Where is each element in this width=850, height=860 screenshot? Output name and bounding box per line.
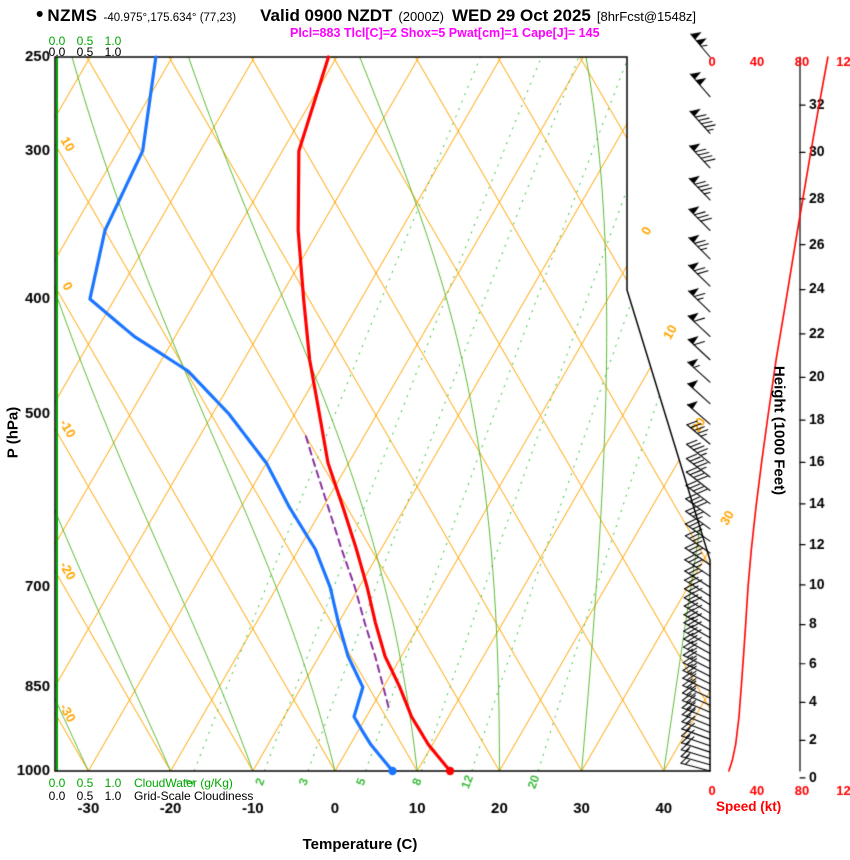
temperature-axis-title: Temperature (C) xyxy=(302,836,418,853)
cloudwater-tick: 0.0 xyxy=(48,34,66,48)
height-axis-title: Height (1000 Feet) xyxy=(770,365,788,496)
cloudiness-tick: 1.0 xyxy=(104,45,122,59)
speed-axis-title: Speed (kt) xyxy=(716,799,782,814)
valid-time: Valid 0900 NZDT xyxy=(260,6,393,25)
header: • NZMS -40.975°,175.634° (77,23) Valid 0… xyxy=(36,3,696,27)
cloudiness-tick: 0.5 xyxy=(76,45,94,59)
cloudiness-legend-label: Grid-Scale Cloudiness xyxy=(134,789,254,803)
cloudiness-tick: 1.0 xyxy=(104,789,122,803)
cloudwater-tick: 1.0 xyxy=(104,776,122,790)
valid-zulu-time: (2000Z) xyxy=(398,9,444,24)
cloudiness-tick: 0.0 xyxy=(48,45,66,59)
cloudwater-scale-top: 0.0 0.5 1.0 xyxy=(44,34,128,48)
cloudiness-tick: 0.5 xyxy=(76,789,94,803)
valid-date: WED 29 Oct 2025 xyxy=(451,6,591,25)
cloudwater-legend-label: CloudWater (g/Kg) xyxy=(134,776,233,790)
cloudiness-tick: 0.0 xyxy=(48,789,66,803)
cloudwater-tick: 1.0 xyxy=(104,34,122,48)
forecast-tag: [8hrFcst@1548z] xyxy=(596,9,697,24)
station-coordinates: -40.975°,175.634° (77,23) xyxy=(103,12,237,24)
bullet-icon: • xyxy=(36,3,44,26)
cloudiness-scale-bottom: 0.0 0.5 1.0 Grid-Scale Cloudiness xyxy=(44,789,254,803)
cloudwater-tick: 0.5 xyxy=(76,34,94,48)
station-name: NZMS xyxy=(47,6,98,25)
cloudwater-tick: 0.5 xyxy=(76,776,94,790)
sounding-parameters: Plcl=883 Tlcl[C]=2 Shox=5 Pwat[cm]=1 Cap… xyxy=(290,26,600,40)
cloudwater-scale-bottom: 0.0 0.5 1.0 CloudWater (g/Kg) xyxy=(44,776,233,790)
cloudwater-tick: 0.0 xyxy=(48,776,66,790)
pressure-axis-title: P (hPa) xyxy=(4,406,22,459)
cloudiness-scale-top: 0.0 0.5 1.0 xyxy=(44,45,128,59)
